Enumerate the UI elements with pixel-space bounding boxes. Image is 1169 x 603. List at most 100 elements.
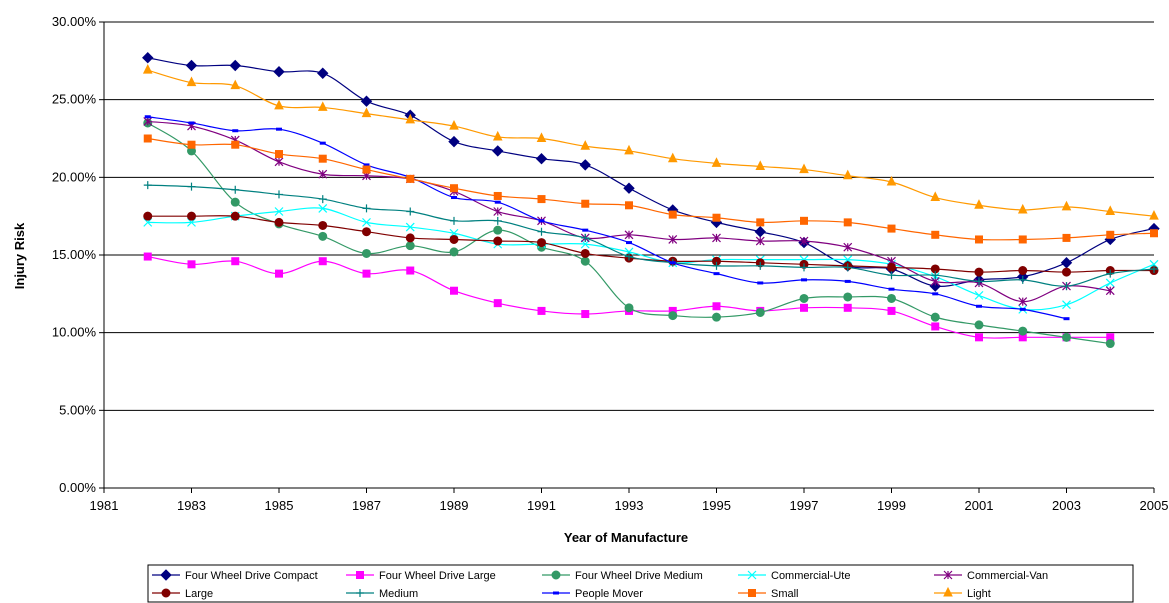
data-point	[317, 67, 329, 79]
data-point	[362, 204, 371, 213]
data-point	[755, 236, 765, 246]
series-8	[143, 134, 1158, 244]
series-5	[143, 211, 1159, 277]
data-point	[625, 252, 633, 261]
data-point	[1061, 200, 1072, 211]
data-point	[537, 227, 546, 236]
legend-label: Large	[185, 588, 213, 600]
series-layer	[142, 52, 1160, 349]
data-point	[580, 256, 590, 266]
data-point	[231, 257, 240, 266]
data-point	[842, 169, 853, 180]
data-point	[886, 175, 897, 186]
legend-marker	[553, 591, 559, 595]
data-point	[579, 159, 591, 171]
x-tick-label: 1985	[265, 498, 294, 513]
data-point	[143, 252, 152, 261]
data-point	[536, 132, 547, 142]
data-point	[931, 271, 940, 280]
legend-label: Small	[771, 588, 799, 600]
data-point	[537, 238, 546, 248]
data-point	[451, 196, 457, 200]
data-point	[535, 152, 548, 165]
x-tick-label: 2005	[1140, 498, 1169, 513]
data-point	[712, 312, 721, 322]
data-point	[755, 160, 766, 170]
legend-label: Light	[967, 588, 991, 600]
legend-item: Small	[738, 588, 799, 600]
data-point	[448, 135, 460, 148]
data-point	[669, 261, 676, 265]
data-point	[231, 140, 240, 149]
data-point	[406, 266, 415, 275]
data-point	[405, 241, 415, 251]
data-point	[1018, 235, 1027, 244]
x-tick-label: 1993	[615, 498, 644, 513]
data-point	[712, 261, 721, 270]
legend-label: Commercial-Ute	[771, 570, 850, 582]
data-point	[144, 115, 151, 119]
legend: Four Wheel Drive Compact Four Wheel Drive…	[147, 564, 1134, 603]
legend-marker	[747, 570, 757, 580]
data-point	[187, 260, 196, 269]
data-point	[362, 217, 371, 227]
data-point	[318, 195, 327, 204]
series-7	[144, 115, 1070, 321]
data-point	[800, 263, 808, 272]
data-point	[318, 220, 328, 230]
data-point	[230, 197, 240, 207]
x-tick-label: 1989	[440, 498, 469, 513]
legend-marker	[943, 570, 953, 580]
data-point	[1149, 210, 1159, 220]
series-3	[143, 203, 1159, 314]
data-point	[712, 233, 721, 243]
data-point	[275, 269, 283, 278]
legend-marker	[356, 571, 364, 579]
y-tick-label: 25.00%	[52, 92, 97, 107]
legend-marker	[551, 570, 561, 580]
x-tick-label: 1983	[177, 498, 206, 513]
data-point	[1062, 300, 1071, 310]
data-point	[668, 235, 678, 244]
data-point	[537, 195, 546, 204]
data-point	[713, 272, 720, 276]
legend-item: Medium	[346, 588, 418, 600]
data-point	[1062, 267, 1071, 277]
data-point	[142, 52, 154, 64]
data-point	[449, 247, 459, 257]
data-point	[581, 310, 590, 319]
data-point	[143, 181, 152, 190]
data-point	[755, 307, 765, 317]
data-point	[405, 233, 415, 243]
legend-item: Large	[152, 588, 213, 600]
data-point	[1105, 205, 1116, 216]
data-point	[624, 144, 634, 155]
legend-label: Four Wheel Drive Large	[379, 570, 496, 582]
data-point	[624, 303, 634, 313]
y-tick-label: 5.00%	[59, 402, 96, 417]
data-point	[712, 302, 721, 311]
data-point	[229, 59, 241, 72]
data-point	[1018, 326, 1028, 336]
data-point	[887, 262, 896, 272]
data-point	[450, 184, 458, 193]
data-point	[450, 216, 458, 225]
data-point	[319, 141, 326, 145]
data-point	[799, 293, 809, 303]
data-point	[843, 263, 852, 272]
data-point	[493, 191, 502, 200]
data-point	[406, 174, 415, 183]
data-point	[625, 201, 633, 210]
data-point	[581, 199, 590, 208]
data-point	[275, 190, 283, 199]
data-point	[275, 150, 283, 159]
legend-label: Four Wheel Drive Compact	[185, 570, 318, 582]
data-point	[581, 233, 590, 242]
data-point	[712, 213, 721, 222]
data-point	[623, 182, 635, 194]
data-point	[406, 207, 415, 216]
data-point	[187, 182, 196, 191]
series-line	[147, 69, 1155, 217]
x-tick-label: 1991	[527, 498, 556, 513]
data-point	[230, 79, 241, 90]
